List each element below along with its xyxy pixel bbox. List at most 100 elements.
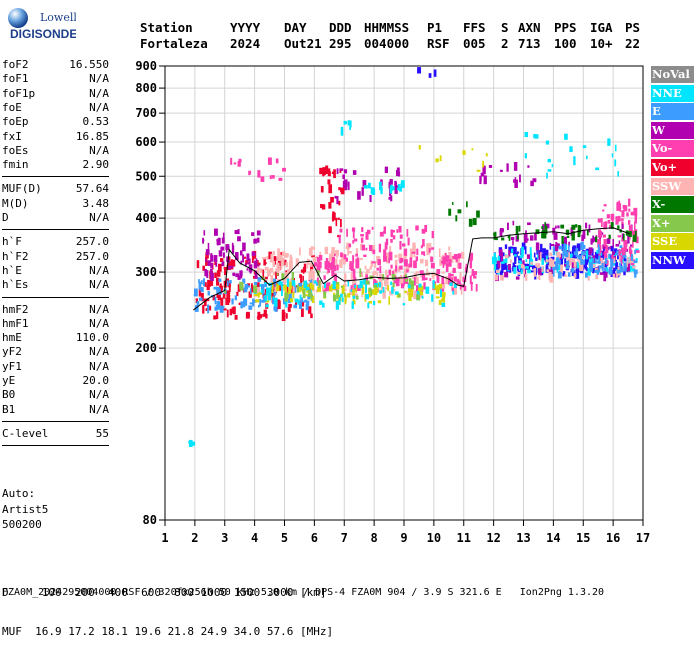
echo-point-sse — [335, 282, 340, 290]
echo-point-vo- — [324, 283, 329, 291]
echo-point-x+ — [307, 289, 312, 297]
echo-point-w — [394, 181, 397, 187]
echo-point-vo- — [352, 255, 355, 264]
echo-point-vo- — [612, 216, 614, 223]
echo-point-w — [213, 255, 218, 262]
echo-point-w — [336, 196, 339, 205]
auto-program: Artist5 — [2, 502, 49, 516]
echo-point-nne — [286, 278, 290, 287]
echo-point-ssw — [599, 257, 603, 265]
echo-point-nne — [390, 281, 393, 286]
echo-point-vo- — [618, 249, 621, 257]
echo-point-x- — [451, 202, 454, 205]
echo-point-w — [202, 239, 205, 242]
echo-point-w — [557, 225, 560, 229]
echo-point-e — [552, 246, 555, 256]
echo-point-w — [557, 243, 560, 248]
echo-point-vo- — [450, 273, 454, 277]
echo-point-vo- — [442, 256, 447, 265]
echo-point-nnw — [495, 263, 499, 269]
param-label: foE — [2, 100, 22, 114]
echo-point-nne — [332, 280, 336, 289]
echo-point-e — [552, 266, 556, 270]
echo-point-w — [534, 233, 537, 239]
echo-point-nnw — [417, 67, 422, 74]
echo-point-ssw — [439, 259, 442, 267]
echo-point-nne — [606, 269, 609, 274]
echo-point-ssw — [551, 259, 555, 268]
echo-point-w — [512, 220, 515, 226]
echo-point-nne — [345, 121, 348, 125]
echo-point-vo+ — [226, 290, 231, 299]
echo-point-ssw — [559, 253, 561, 258]
echo-point-vo- — [621, 221, 624, 224]
echo-point-vo- — [413, 260, 417, 269]
echo-point-x+ — [397, 293, 401, 298]
echo-point-w — [388, 181, 392, 189]
echo-point-nnw — [571, 270, 575, 277]
echo-point-x- — [543, 229, 547, 239]
echo-point-nne — [305, 286, 309, 291]
echo-point-ssw — [509, 259, 512, 264]
legend-nne: NNE — [651, 84, 694, 102]
echo-point-vo- — [429, 278, 432, 281]
echo-point-vo- — [365, 247, 368, 251]
echo-point-ssw — [272, 261, 276, 268]
echo-point-vo- — [383, 249, 387, 258]
echo-point-nne — [280, 281, 283, 288]
param-label: foEs — [2, 143, 29, 157]
echo-point-w — [588, 247, 593, 254]
echo-point-sse — [265, 300, 270, 303]
echo-point-w — [240, 260, 243, 265]
echo-point-vo+ — [310, 313, 313, 319]
echo-point-ssw — [288, 261, 293, 270]
echo-point-ssw — [344, 273, 346, 282]
echo-point-e — [276, 279, 279, 287]
echo-point-vo+ — [281, 312, 286, 322]
echo-point-nne — [501, 259, 505, 264]
echo-point-vo- — [363, 254, 367, 258]
echo-point-x+ — [281, 273, 285, 281]
echo-point-vo- — [436, 274, 440, 283]
echo-point-nne — [533, 134, 537, 139]
echo-point-w — [361, 187, 364, 196]
echo-point-x+ — [404, 274, 407, 278]
echo-point-ssw — [431, 272, 435, 279]
echo-point-w — [210, 254, 213, 262]
echo-point-x- — [577, 224, 581, 234]
echo-point-vo- — [334, 265, 337, 272]
echo-point-w — [369, 194, 372, 202]
echo-point-x+ — [323, 291, 327, 298]
echo-point-nne — [303, 280, 308, 289]
echo-point-ssw — [415, 271, 420, 274]
echo-point-sse — [284, 288, 288, 291]
echo-point-x- — [493, 232, 496, 236]
echo-point-ssw — [406, 291, 410, 294]
param-row-ye: yE 20.0 — [2, 374, 109, 388]
echo-point-x- — [634, 230, 637, 236]
echo-point-nnw — [562, 271, 566, 277]
echo-point-ssw — [573, 261, 577, 268]
echo-point-e — [273, 290, 277, 296]
echo-point-vo- — [605, 245, 609, 254]
echo-point-vo- — [430, 256, 434, 263]
echo-point-vo+ — [288, 303, 292, 308]
echo-point-w — [513, 162, 518, 171]
echo-point-sse — [341, 285, 345, 295]
echo-point-ssw — [336, 255, 339, 258]
echo-point-e — [307, 295, 311, 300]
echo-point-e — [597, 246, 600, 254]
echo-point-ssw — [355, 248, 358, 255]
echo-point-x- — [632, 234, 637, 242]
echo-point-ssw — [384, 278, 389, 287]
echo-point-ssw — [256, 286, 260, 295]
echo-point-e — [215, 304, 218, 311]
echo-point-w — [529, 235, 534, 241]
y-tick-label: 200 — [135, 341, 157, 355]
echo-point-sse — [344, 297, 347, 305]
echo-point-e — [571, 268, 575, 273]
echo-point-nne — [350, 289, 353, 292]
y-tick-label: 700 — [135, 106, 157, 120]
echo-point-e — [258, 304, 260, 308]
echo-point-vo+ — [275, 270, 278, 280]
